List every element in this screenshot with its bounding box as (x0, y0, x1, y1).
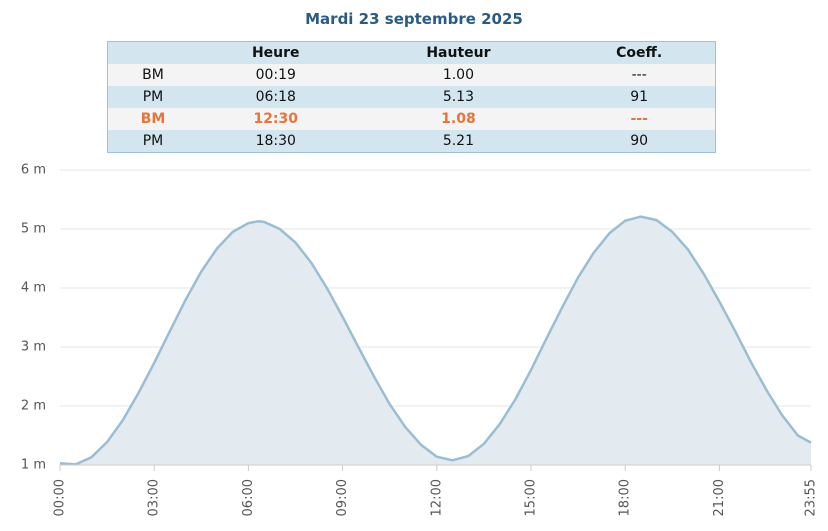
table-row: BM 12:30 1.08 --- (107, 108, 716, 130)
table-cell: PM (142, 89, 164, 105)
table-cell: 5.21 (442, 133, 474, 149)
header-cell: Heure (251, 45, 300, 61)
x-tick-label: 06:00 (241, 479, 256, 516)
table-cell: 5.13 (442, 89, 474, 105)
y-tick-label: 5 m (21, 222, 46, 237)
header-cell: Coeff. (616, 45, 663, 61)
table-cell: 12:30 (253, 111, 299, 127)
y-tick-label: 1 m (21, 458, 46, 473)
table-cell: 18:30 (255, 133, 296, 149)
table-cell: 1.08 (441, 111, 476, 127)
x-tick-label: 00:00 (53, 479, 68, 516)
table-cell: PM (142, 133, 164, 149)
area-fill (60, 216, 811, 465)
y-tick-label: 3 m (21, 340, 46, 355)
header-row: Heure Hauteur Coeff. (107, 41, 716, 64)
table-cell: 1.00 (442, 67, 474, 83)
table-cell: 06:18 (255, 89, 296, 105)
table-row: PM 18:30 5.21 90 (107, 130, 716, 153)
header-cell: Hauteur (426, 45, 491, 61)
table-row: PM 06:18 5.13 91 (107, 86, 716, 108)
table-row: BM 00:19 1.00 --- (107, 64, 716, 86)
tide-table: Heure Hauteur Coeff. BM 00:19 1.00 --- PM 06:18 5… (107, 41, 716, 153)
x-tick-label: 12:00 (429, 479, 444, 516)
x-tick-label: 18:00 (618, 479, 633, 516)
x-tick-label: 15:00 (524, 479, 539, 516)
table-cell: 90 (630, 133, 649, 149)
y-tick-label: 2 m (21, 399, 46, 414)
y-tick-label: 6 m (21, 163, 46, 178)
x-tick-label: 09:00 (335, 479, 350, 516)
table-cell: --- (630, 111, 648, 127)
table-cell: BM (140, 111, 166, 127)
table-cell: --- (631, 67, 647, 83)
page-title: Mardi 23 septembre 2025 (305, 10, 523, 28)
tide-line (59, 215, 812, 466)
x-tick-label: 03:00 (147, 479, 162, 516)
table-cell: 00:19 (255, 67, 296, 83)
table-cell: BM (142, 67, 164, 83)
x-tick-label: 23:55 (804, 479, 819, 516)
y-tick-label: 4 m (21, 281, 46, 296)
x-tick-label: 21:00 (712, 479, 727, 516)
table-cell: 91 (630, 89, 649, 105)
